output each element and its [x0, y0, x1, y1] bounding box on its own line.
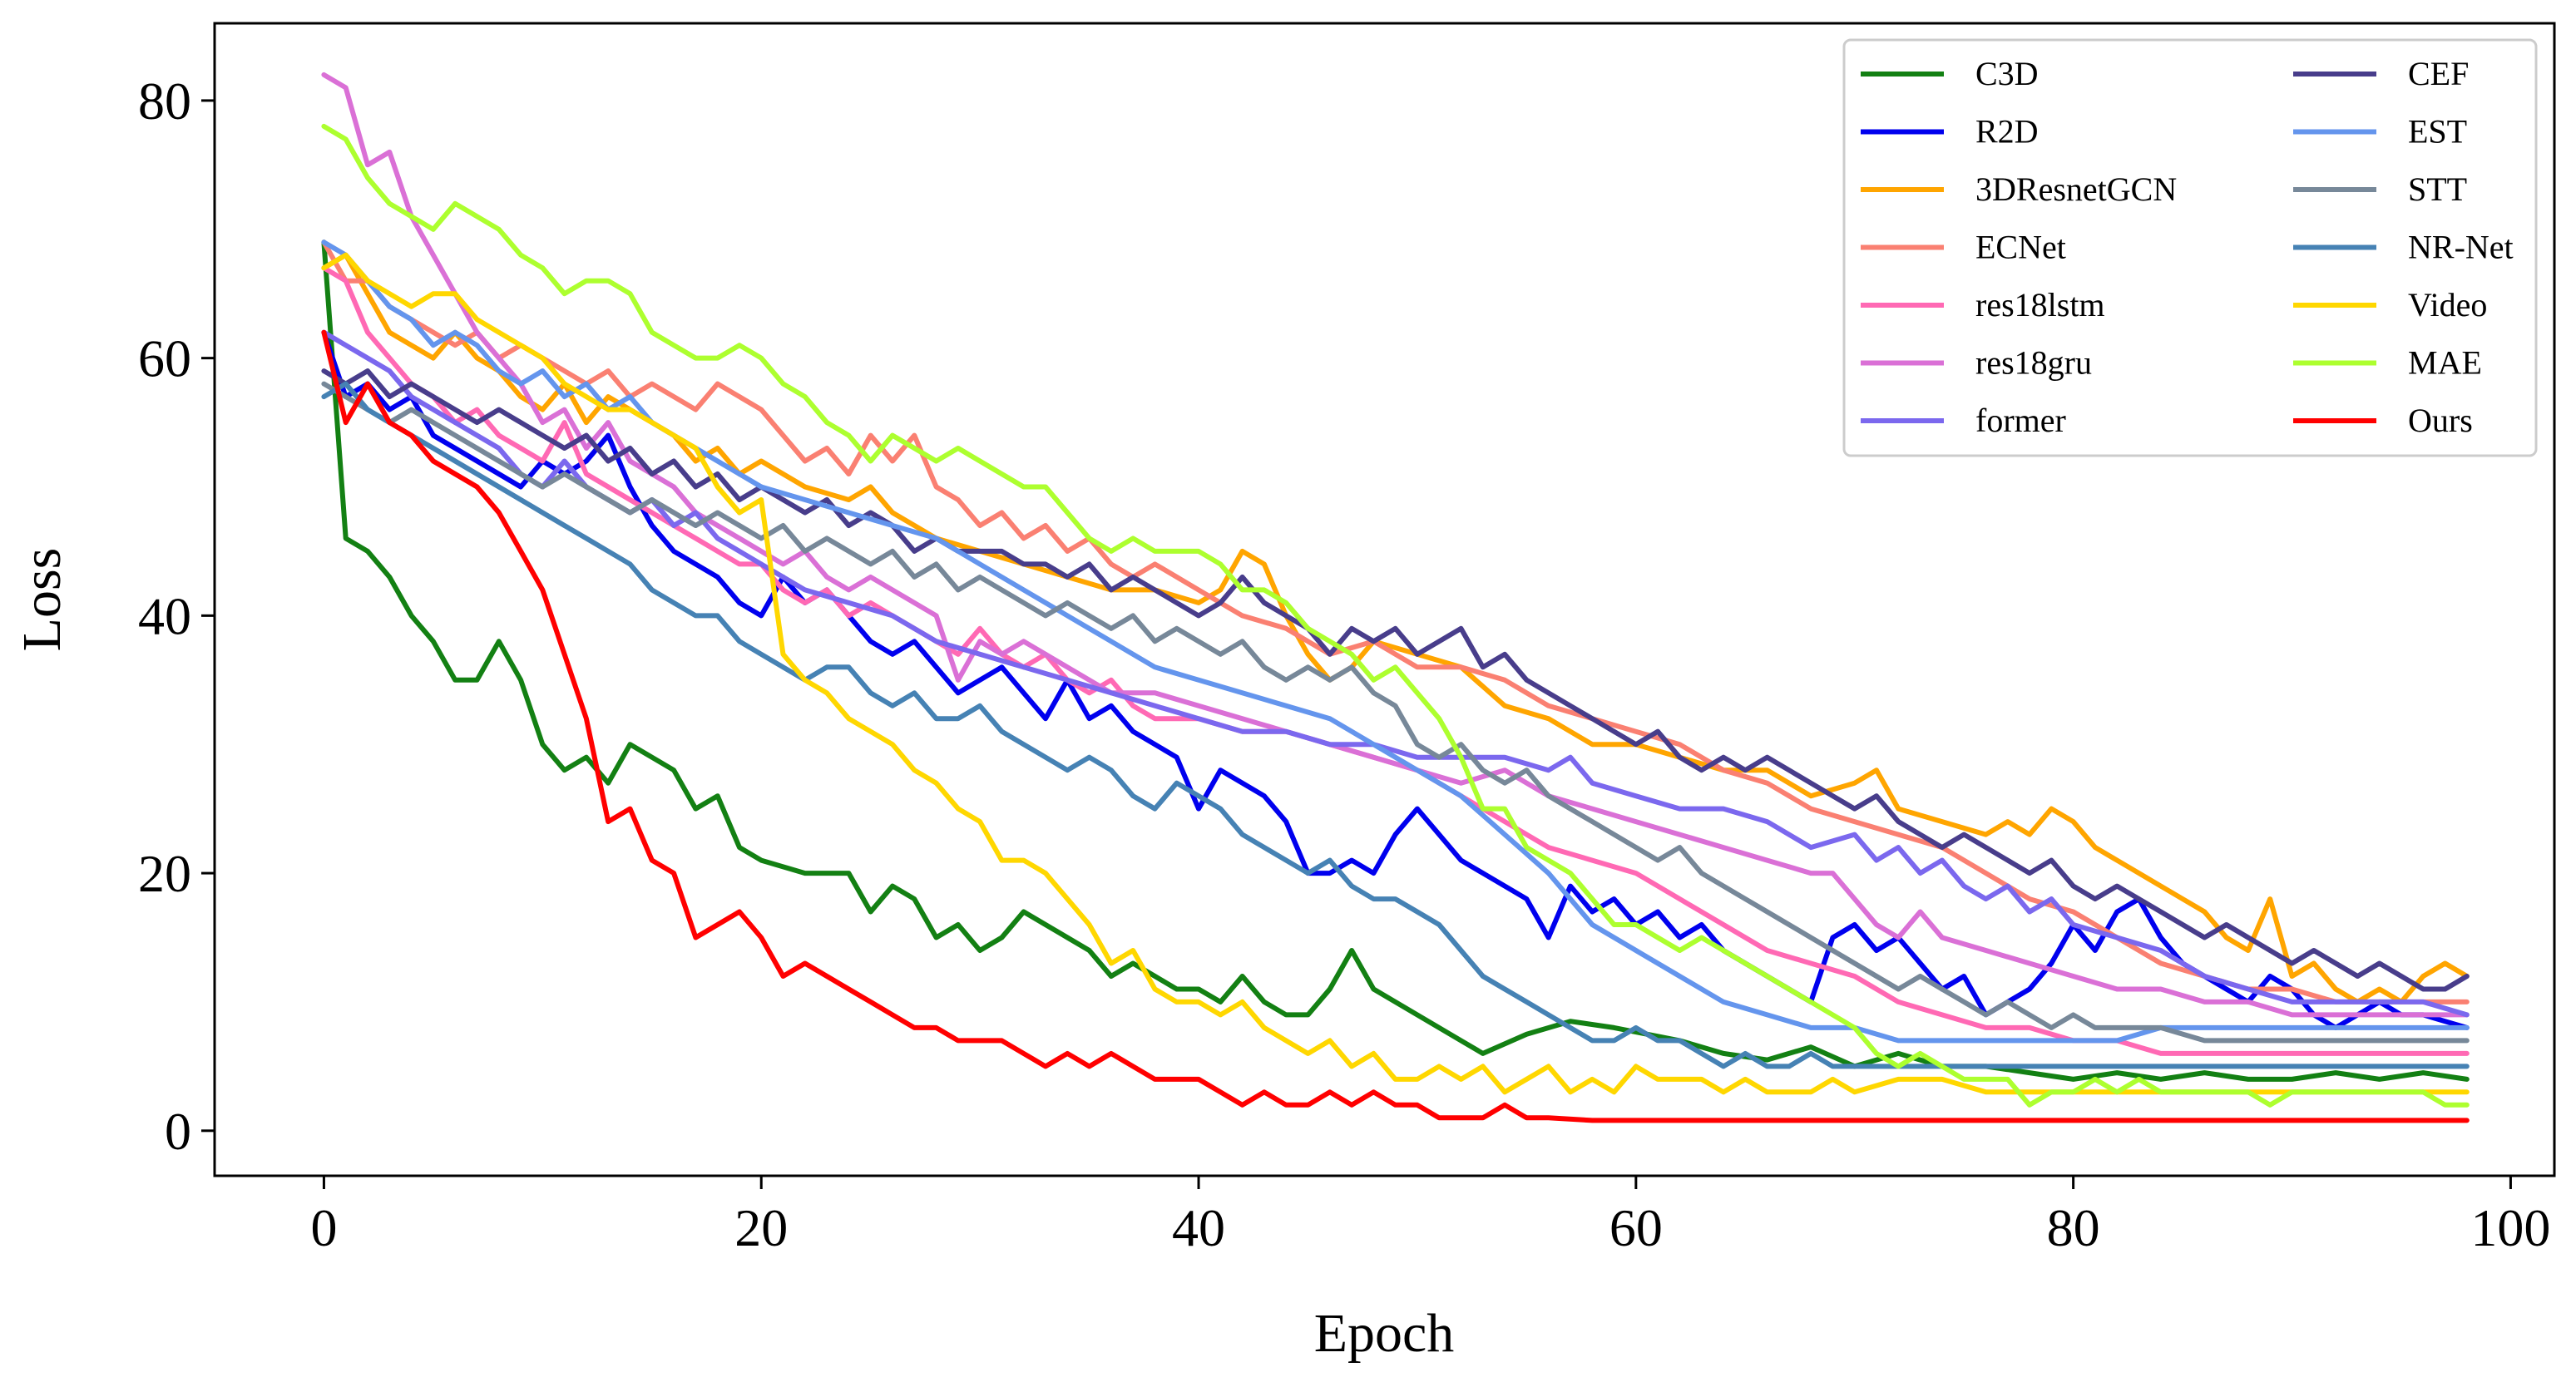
x-tick-label: 0	[310, 1198, 337, 1257]
axis-ticks: 0 20 40 60 80 100 0 20 40 60 80	[138, 72, 2550, 1257]
legend-label-res18lstm: res18lstm	[1975, 286, 2105, 323]
x-tick-label: 40	[1172, 1198, 1225, 1257]
series-line-r2d	[321, 329, 2470, 1030]
y-tick-label: 60	[138, 329, 191, 388]
legend-items: C3D R2D 3DResnetGCN ECNet res18lstm res18gru f…	[1861, 55, 2514, 439]
legend-box	[1842, 38, 2538, 457]
series-line-stt	[321, 381, 2470, 1044]
y-tick-label: 20	[138, 844, 191, 903]
series-line-cef	[321, 368, 2470, 992]
legend-label-video: Video	[2408, 286, 2487, 323]
legend-label-est: EST	[2408, 113, 2467, 151]
legend-label-r2d: R2D	[1975, 113, 2039, 151]
y-tick-label: 80	[138, 72, 191, 131]
series-line-former	[321, 329, 2470, 1018]
x-tick-label: 60	[1609, 1198, 1663, 1257]
x-tick-label: 80	[2047, 1198, 2100, 1257]
y-tick-label: 0	[165, 1102, 191, 1161]
legend-label-ecnet: ECNet	[1975, 229, 2066, 266]
legend-label-cef: CEF	[2408, 55, 2469, 92]
series-line-res18gru	[321, 72, 2470, 1018]
legend: C3D R2D 3DResnetGCN ECNet res18lstm res18gru f…	[1842, 38, 2538, 457]
y-axis-label: Loss	[12, 548, 72, 652]
x-axis-label: Epoch	[1314, 1303, 1455, 1364]
series-line-nr-net	[321, 381, 2470, 1069]
legend-label-c3d: C3D	[1975, 55, 2039, 92]
legend-label-nr-net: NR-Net	[2408, 229, 2514, 266]
y-tick-label: 40	[138, 586, 191, 645]
legend-label-ours: Ours	[2408, 402, 2473, 439]
x-tick-label: 100	[2470, 1198, 2550, 1257]
legend-label-3dresnetgcn: 3DResnetGCN	[1975, 170, 2177, 208]
series-line-video	[321, 252, 2470, 1095]
series-line-mae	[321, 123, 2470, 1108]
legend-label-former: former	[1975, 402, 2066, 439]
series-line-ours	[321, 329, 2470, 1123]
plot-frame	[213, 22, 2556, 1177]
series-line-est	[321, 239, 2470, 1044]
legend-label-mae: MAE	[2408, 344, 2482, 382]
legend-label-res18gru: res18gru	[1975, 344, 2092, 382]
x-tick-label: 20	[734, 1198, 788, 1257]
series-layer	[321, 72, 2470, 1123]
legend-label-stt: STT	[2408, 170, 2467, 208]
series-line-ecnet	[321, 239, 2470, 1004]
